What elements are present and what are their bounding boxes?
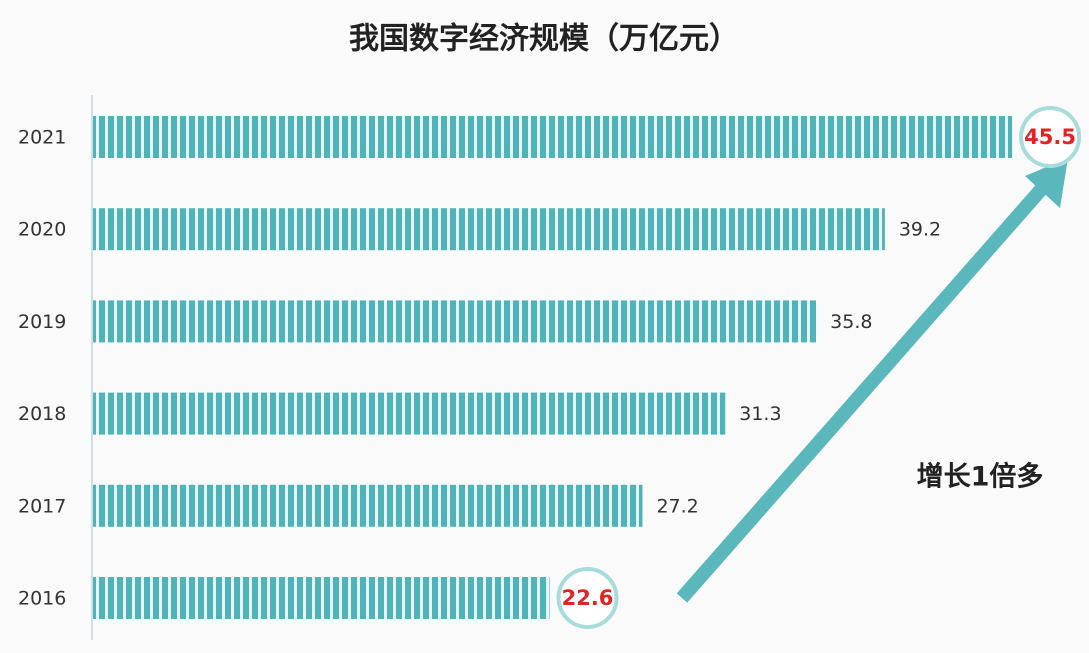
- bar: [93, 392, 726, 435]
- value-label: 22.6: [562, 586, 614, 610]
- y-tick-label: 2017: [18, 495, 66, 517]
- chart-title: 我国数字经济规模（万亿元）: [349, 22, 739, 57]
- y-tick-label: 2016: [18, 588, 66, 610]
- arrow-head: [1025, 158, 1068, 208]
- bar: [93, 208, 885, 251]
- value-label: 45.5: [1024, 125, 1076, 149]
- value-label: 31.3: [739, 403, 781, 425]
- value-label: 35.8: [830, 311, 872, 333]
- y-tick-label: 2021: [18, 127, 66, 149]
- bar: [93, 577, 550, 619]
- annotation: 增长1倍多: [917, 461, 1044, 493]
- arrow-shaft: [676, 180, 1051, 603]
- bar: [93, 484, 643, 527]
- y-tick-label: 2018: [18, 403, 66, 425]
- bar: [93, 300, 817, 343]
- bar: [93, 116, 1013, 158]
- growth-arrow: [676, 158, 1068, 603]
- value-highlight-circle: [556, 567, 619, 629]
- value-highlight-circle: [1019, 106, 1082, 168]
- y-tick-label: 2019: [18, 311, 66, 333]
- y-tick-label: 2020: [18, 219, 66, 241]
- value-label: 27.2: [656, 495, 698, 517]
- value-label: 39.2: [899, 219, 941, 241]
